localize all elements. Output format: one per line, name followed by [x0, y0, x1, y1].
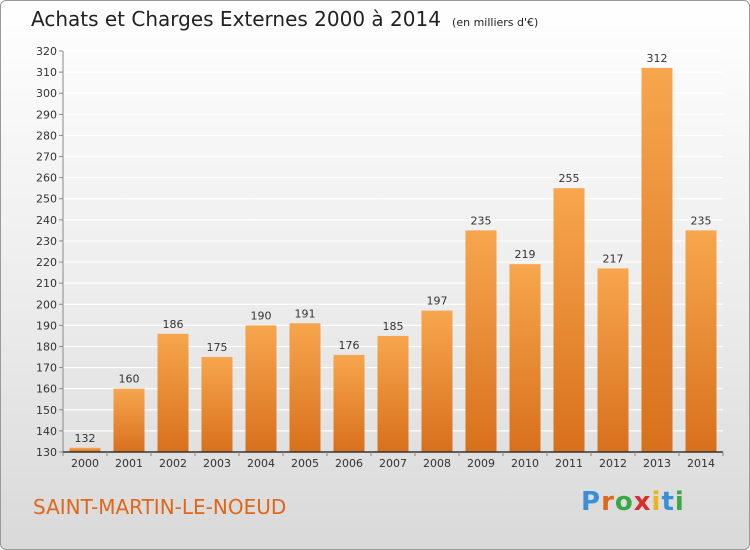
- x-tick-label: 2014: [687, 457, 715, 470]
- x-tick-label: 2003: [203, 457, 231, 470]
- chart-title-block: Achats et Charges Externes 2000 à 2014 (…: [31, 7, 538, 31]
- x-tick-label: 2008: [423, 457, 451, 470]
- data-label: 132: [75, 432, 96, 445]
- x-tick-label: 2006: [335, 457, 363, 470]
- data-label: 219: [515, 248, 536, 261]
- logo-letter: o: [614, 487, 634, 517]
- y-tick-label: 190: [36, 319, 57, 332]
- data-label: 185: [383, 320, 404, 333]
- x-axis: 2000 2001 2002 2003 2004 2005 2006 2007 2008 2009…: [62, 451, 724, 470]
- bar-2002: [157, 333, 189, 452]
- x-tick-label: 2004: [247, 457, 275, 470]
- data-label: 191: [295, 307, 316, 320]
- bar-2004: [245, 325, 277, 452]
- logo-letter: i: [674, 487, 685, 517]
- chart-title: Achats et Charges Externes 2000 à 2014: [31, 7, 441, 31]
- town-name: SAINT-MARTIN-LE-NOEUD: [33, 495, 287, 519]
- bar-2007: [377, 335, 409, 452]
- data-label: 186: [163, 318, 184, 331]
- y-tick-label: 170: [36, 362, 57, 375]
- data-label: 190: [251, 309, 272, 322]
- data-label: 175: [207, 341, 228, 354]
- y-tick-label: 210: [36, 277, 57, 290]
- x-tick-label: 2000: [71, 457, 99, 470]
- x-tick-label: 2005: [291, 457, 319, 470]
- x-tick-label: 2001: [115, 457, 143, 470]
- logo-letter: x: [633, 487, 652, 517]
- data-labels: 132 160 186 175 190 191 176 185 197 235 219 255 217 3…: [75, 52, 712, 445]
- y-tick-label: 320: [36, 45, 57, 58]
- x-tick-label: 2011: [555, 457, 583, 470]
- data-label: 255: [559, 172, 580, 185]
- y-tick-label: 150: [36, 404, 57, 417]
- y-tick-label: 290: [36, 108, 57, 121]
- x-tick-label: 2002: [159, 457, 187, 470]
- bar-2010: [509, 264, 541, 452]
- y-tick-label: 140: [36, 425, 57, 438]
- x-tick-label: 2012: [599, 457, 627, 470]
- y-tick-label: 230: [36, 235, 57, 248]
- logo-letter: t: [661, 487, 675, 517]
- bar-2008: [421, 310, 453, 452]
- y-tick-label: 200: [36, 298, 57, 311]
- y-tick-label: 130: [36, 446, 57, 459]
- bar-2005: [289, 323, 321, 452]
- y-tick-label: 260: [36, 172, 57, 185]
- bar-2000: [69, 447, 101, 452]
- proxiti-logo[interactable]: Proxiti: [581, 487, 685, 517]
- bar-2013: [641, 67, 673, 452]
- x-tick-label: 2009: [467, 457, 495, 470]
- bar-2014: [685, 230, 717, 452]
- y-tick-label: 220: [36, 256, 57, 269]
- logo-letter: P: [581, 487, 602, 517]
- data-label: 176: [339, 339, 360, 352]
- bar-2009: [465, 230, 497, 452]
- data-label: 217: [603, 252, 624, 265]
- logo-letter: i: [651, 487, 662, 517]
- logo-letter: r: [601, 487, 615, 517]
- bar-2006: [333, 354, 365, 452]
- y-tick-label: 300: [36, 87, 57, 100]
- bar-2012: [597, 268, 629, 452]
- bar-2001: [113, 388, 145, 452]
- y-tick-label: 180: [36, 340, 57, 353]
- y-tick-label: 310: [36, 66, 57, 79]
- bar-2003: [201, 357, 233, 452]
- y-axis: 130 140 150 160 170 180 190 200 210 220 230 240 250 2…: [36, 45, 64, 459]
- y-tick-label: 270: [36, 151, 57, 164]
- x-tick-label: 2013: [643, 457, 671, 470]
- y-tick-label: 280: [36, 129, 57, 142]
- chart-subtitle: (en milliers d'€): [452, 16, 539, 29]
- data-label: 235: [471, 214, 492, 227]
- x-tick-label: 2007: [379, 457, 407, 470]
- y-tick-label: 240: [36, 214, 57, 227]
- x-tick-label: 2010: [511, 457, 539, 470]
- y-tick-label: 250: [36, 193, 57, 206]
- y-tick-label: 160: [36, 383, 57, 396]
- bars: [69, 67, 717, 452]
- data-label: 197: [427, 295, 448, 308]
- data-label: 312: [647, 52, 668, 65]
- data-label: 235: [691, 214, 712, 227]
- bar-2011: [553, 188, 585, 452]
- data-label: 160: [119, 373, 140, 386]
